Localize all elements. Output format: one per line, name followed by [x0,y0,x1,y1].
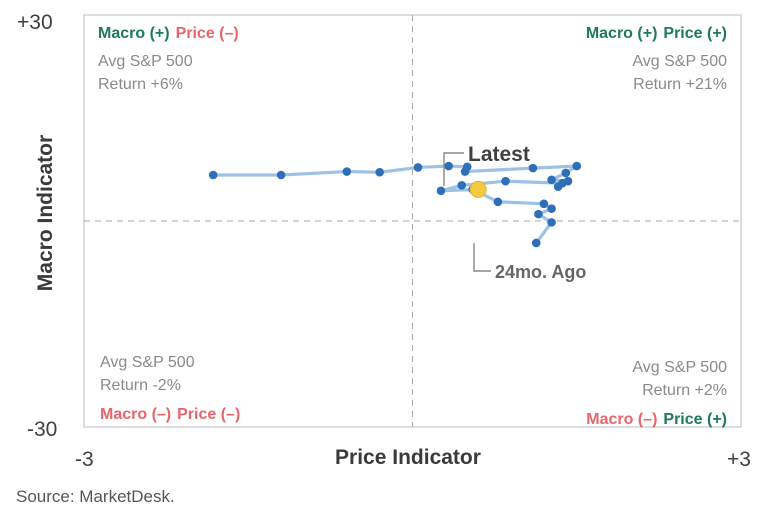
data-point [572,161,582,171]
quadrant-tr-line2: Return +21% [633,76,727,93]
data-point [547,175,556,185]
data-point [436,186,446,196]
quadrant-tr-macro: Macro (+) [586,25,658,42]
quadrant-bl-line2: Return -2% [100,377,181,394]
oldest-label: 24mo. Ago [495,262,586,282]
data-point [375,167,384,177]
source-note: Source: MarketDesk. [16,487,175,506]
data-point [547,204,556,213]
quadrant-tl-line1: Avg S&P 500 [98,53,193,70]
quadrant-tr-heading: Macro (+) Price (+) [586,25,727,42]
quadrant-tr-line1: Avg S&P 500 [632,53,727,70]
quadrant-tl-price: Price (–) [176,25,239,42]
quadrant-tl-heading: Macro (+) Price (–) [98,25,239,42]
data-point [534,209,543,219]
quadrant-bl-price: Price (–) [177,406,240,423]
data-point [547,218,556,227]
quadrant-bl-macro: Macro (–) [100,406,171,423]
oldest-leader-line [473,243,491,272]
data-point [561,168,571,178]
x-tick-right: +3 [727,448,751,471]
quadrant-br-line1: Avg S&P 500 [632,359,727,376]
data-point [462,162,472,172]
data-point [208,170,218,180]
y-tick-top: +30 [17,11,53,34]
data-point [276,170,286,180]
data-point [444,161,453,171]
latest-leader-line [443,152,464,186]
latest-label: Latest [468,143,530,166]
data-point [528,163,538,173]
x-axis-title: Price Indicator [335,446,481,469]
quadrant-tr-price: Price (+) [663,25,727,42]
quadrant-bl-heading: Macro (–) Price (–) [100,406,240,423]
latest-point [469,180,487,198]
data-point [501,176,510,186]
series-line [213,164,579,244]
x-tick-left: -3 [75,448,94,471]
quadrant-br-macro: Macro (–) [586,411,657,428]
data-layer [208,161,582,248]
y-axis-title: Macro Indicator [34,135,57,291]
data-point [457,180,467,190]
quadrant-br-line2: Return +2% [642,382,727,399]
data-point [342,167,352,176]
data-point [563,176,573,186]
data-point [539,199,549,209]
quadrant-tl-macro: Macro (+) [98,25,170,42]
quadrant-bl-line1: Avg S&P 500 [100,354,195,371]
y-tick-bottom: -30 [27,418,57,441]
data-point [413,163,423,172]
quadrant-tl-line2: Return +6% [98,76,183,93]
data-point [531,238,541,248]
quadrant-br-price: Price (+) [663,411,727,428]
data-point [553,182,563,191]
quadrant-br-heading: Macro (–) Price (+) [586,411,727,428]
data-point [493,197,503,207]
